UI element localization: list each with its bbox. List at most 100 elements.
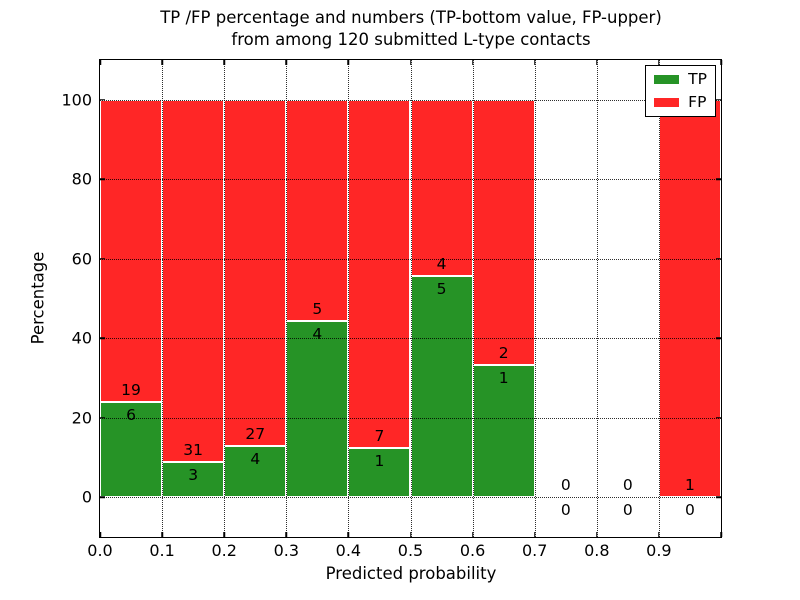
fp-count-label-1: 31	[183, 441, 204, 460]
gridline-y-100	[100, 99, 721, 101]
chart-title-line2: from among 120 submitted L-type contacts	[231, 30, 591, 49]
y-tick-label-20: 20	[71, 408, 92, 428]
bar-segment-fp-9	[658, 99, 721, 498]
gridline-y-20	[100, 417, 721, 419]
chart-title-line1: TP /FP percentage and numbers (TP-bottom…	[160, 8, 662, 27]
tp-count-label-1: 3	[188, 466, 199, 485]
y-tick-right-20	[716, 417, 721, 419]
x-tick-label-0.4: 0.4	[335, 541, 362, 560]
x-tick-bottom-0.8	[596, 532, 598, 537]
gridline-x-0.4	[348, 60, 350, 537]
x-tick-top-0	[99, 60, 101, 65]
bar-segment-fp-1	[162, 99, 225, 463]
gridline-y-80	[100, 179, 721, 181]
x-tick-bottom-0.2	[223, 532, 225, 537]
y-tick-left-40	[100, 337, 105, 339]
x-tick-top-0.1	[161, 60, 163, 65]
x-tick-bottom-0	[99, 532, 101, 537]
y-tick-left-100	[100, 98, 105, 101]
fp-count-label-6: 2	[498, 343, 509, 362]
y-tick-right-0	[716, 496, 721, 498]
bar-segment-tp-1	[162, 462, 225, 498]
bar-segment-fp-4	[348, 99, 411, 448]
bar-segment-tp-3	[286, 320, 349, 498]
bar-segment-tp-0	[100, 401, 163, 498]
gridline-x-0.6	[472, 60, 474, 537]
bar-segment-fp-3	[286, 99, 349, 321]
bar-segment-fp-0	[100, 99, 163, 402]
tp-count-label-6: 1	[498, 368, 509, 387]
x-tick-label-0.3: 0.3	[273, 541, 300, 560]
legend-swatch-tp	[654, 75, 680, 84]
tp-count-label-2: 4	[250, 449, 261, 468]
gridline-y-0	[100, 497, 721, 499]
bar-segment-fp-6	[472, 99, 535, 365]
x-tick-bottom-0.3	[285, 532, 288, 537]
legend-item-tp: TP	[654, 70, 707, 88]
bar-segment-tp-4	[348, 447, 411, 498]
x-tick-label-0.0: 0.0	[87, 541, 113, 560]
y-tick-left-60	[100, 258, 105, 260]
gridline-y-60	[100, 258, 721, 260]
fp-count-label-7: 0	[560, 476, 571, 495]
tp-count-label-9: 0	[685, 501, 695, 520]
x-tick-bottom-0.1	[161, 532, 163, 537]
y-tick-right-80	[716, 178, 721, 180]
tp-count-label-5: 5	[436, 280, 447, 299]
x-tick-top-1	[720, 60, 722, 65]
fp-count-label-2: 27	[245, 424, 266, 443]
plot-area: TP FP 19 6 31 3 27 4 5 4 7 1 4 5 2 1 0 0 0 0 1 0 0.0 0.1 0.2 0.…	[61, 59, 722, 560]
x-axis-label: Predicted probability	[325, 564, 497, 583]
x-tick-top-0.6	[471, 60, 474, 65]
y-tick-right-100	[716, 98, 721, 101]
bar-segment-tp-5	[410, 276, 473, 498]
fp-count-label-8: 0	[622, 476, 633, 495]
x-tick-bottom-0.5	[409, 532, 412, 537]
x-tick-label-0.7: 0.7	[521, 541, 548, 560]
x-tick-label-0.1: 0.1	[149, 541, 175, 560]
gridline-x-0.8	[596, 60, 598, 537]
tp-count-label-7: 0	[560, 501, 571, 520]
gridline-x-0.5	[410, 60, 412, 537]
x-tick-bottom-0.6	[471, 532, 474, 537]
y-tick-left-0	[100, 496, 105, 498]
x-tick-bottom-1	[720, 532, 722, 537]
x-tick-top-0.8	[596, 60, 598, 65]
tp-count-label-3: 4	[312, 324, 323, 343]
fp-count-label-0: 19	[121, 380, 141, 399]
x-tick-top-0.4	[347, 60, 350, 65]
x-tick-top-0.3	[285, 60, 288, 65]
x-tick-top-0.5	[409, 60, 412, 65]
legend-swatch-fp	[654, 98, 680, 107]
x-tick-bottom-0.4	[347, 532, 350, 537]
chart-title: TP /FP percentage and numbers (TP-bottom…	[100, 7, 722, 51]
y-tick-left-20	[100, 417, 105, 419]
x-tick-bottom-0.9	[658, 532, 660, 537]
x-tick-bottom-0.7	[533, 532, 536, 537]
legend-label-fp: FP	[688, 93, 707, 111]
tp-count-label-8: 0	[622, 501, 633, 520]
legend-label-tp: TP	[688, 70, 707, 88]
x-tick-top-0.9	[658, 60, 660, 65]
y-tick-label-0: 0	[81, 487, 92, 507]
gridline-x-0.1	[162, 60, 164, 537]
x-tick-label-0.8: 0.8	[584, 541, 610, 560]
y-tick-right-60	[716, 258, 721, 260]
fp-count-label-3: 5	[312, 299, 323, 318]
x-tick-top-0.2	[223, 60, 225, 65]
bar-segment-fp-2	[224, 99, 287, 446]
bar-segment-fp-5	[410, 99, 473, 277]
y-tick-label-80: 80	[71, 169, 92, 189]
y-tick-right-40	[716, 337, 721, 339]
gridline-x-0.3	[286, 60, 288, 537]
x-tick-label-0.5: 0.5	[397, 541, 424, 560]
legend: TP FP	[645, 65, 716, 117]
gridline-y-40	[100, 338, 721, 340]
y-tick-left-80	[100, 178, 105, 180]
x-tick-label-0.6: 0.6	[459, 541, 486, 560]
tp-count-label-0: 6	[126, 405, 136, 424]
y-tick-label-60: 60	[71, 249, 92, 269]
gridline-x-0.2	[224, 60, 226, 537]
fp-count-label-9: 1	[685, 476, 695, 495]
